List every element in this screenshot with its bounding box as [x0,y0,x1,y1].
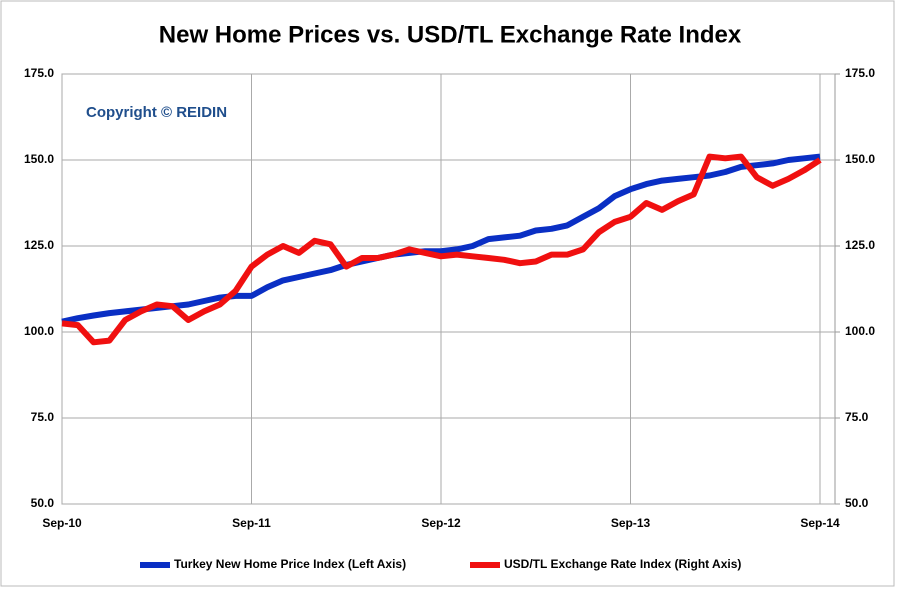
y-tick-label: 125.0 [24,238,54,252]
series-line [61,153,822,346]
x-tick-label: Sep-10 [42,516,82,530]
y2-tick-label: 50.0 [845,496,869,510]
x-tick-label: Sep-12 [421,516,461,530]
y-tick-label: 175.0 [24,66,54,80]
y2-tick-label: 175.0 [845,66,875,80]
x-tick-label: Sep-14 [800,516,840,530]
legend-label: USD/TL Exchange Rate Index (Right Axis) [504,557,741,571]
series-line [61,153,821,325]
y-tick-label: 150.0 [24,152,54,166]
x-tick-label: Sep-13 [611,516,651,530]
x-tick-label: Sep-11 [232,516,271,530]
y-tick-label: 75.0 [31,410,55,424]
y2-tick-label: 125.0 [845,238,875,252]
y2-tick-label: 150.0 [845,152,875,166]
y2-tick-label: 100.0 [845,324,875,338]
chart-title: New Home Prices vs. USD/TL Exchange Rate… [159,21,742,48]
y2-tick-label: 75.0 [845,410,869,424]
annotation: Copyright © REIDIN [86,104,227,121]
y-tick-label: 50.0 [31,496,55,510]
legend-label: Turkey New Home Price Index (Left Axis) [174,557,406,571]
y-tick-label: 100.0 [24,324,54,338]
